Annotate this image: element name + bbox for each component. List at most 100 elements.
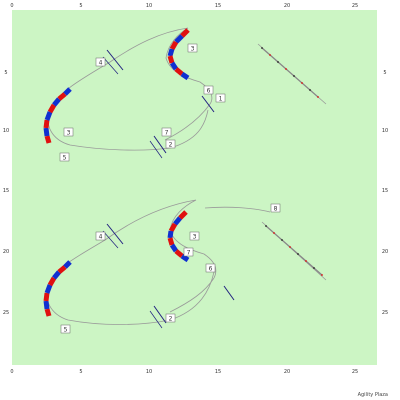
weave-pole — [313, 267, 315, 269]
weave-pole — [301, 82, 303, 84]
weave-pole — [269, 54, 271, 56]
weave-segment — [309, 89, 319, 98]
x-tick: 10 — [146, 369, 152, 375]
weave-segment — [43, 127, 50, 137]
number-card: 8 — [270, 203, 281, 213]
weave-segment — [293, 75, 303, 84]
course-top: 4 3 1 6 7 2 5 3 — [43, 27, 327, 162]
x-tick: 0 — [10, 3, 13, 9]
weave-segment — [174, 34, 184, 44]
weave-segment — [43, 119, 50, 129]
number-card: 5 — [60, 324, 71, 334]
y-tick: 5 — [4, 70, 7, 76]
y-tick: 5 — [383, 70, 386, 76]
weave-segment — [301, 82, 311, 91]
svg-text:7: 7 — [187, 250, 191, 257]
number-card: 5 — [59, 152, 70, 162]
weave-pole — [289, 246, 291, 248]
number-card: 3 — [189, 231, 200, 241]
x-tick: 25 — [352, 3, 358, 9]
number-card: 1 — [215, 93, 226, 103]
brand-label: Agility Plaza — [358, 392, 388, 398]
weave-segment — [167, 48, 175, 57]
jump — [223, 285, 235, 301]
svg-text:2: 2 — [169, 142, 173, 149]
weave-segment — [57, 92, 67, 101]
weave-segment — [44, 284, 53, 294]
y-tick: 10 — [3, 128, 9, 134]
number-card: 7 — [183, 247, 194, 257]
number-card: 2 — [165, 313, 176, 323]
x-tick: 0 — [10, 369, 13, 375]
left-axis: 5 10 15 20 25 — [3, 70, 9, 316]
x-tick: 5 — [79, 369, 82, 375]
weave-pole — [297, 253, 299, 255]
weave-pole — [293, 75, 295, 77]
weave-segment — [297, 253, 307, 262]
weave-segment — [43, 292, 50, 302]
weave-pole — [277, 61, 279, 63]
weave-segment — [277, 61, 287, 70]
x-tick: 5 — [79, 3, 82, 9]
weave-segment — [261, 47, 271, 56]
svg-text:7: 7 — [165, 130, 169, 137]
y-tick: 20 — [3, 249, 9, 255]
weave-segment — [63, 260, 72, 269]
number-card: 6 — [203, 85, 214, 95]
jump — [149, 305, 167, 329]
x-tick: 15 — [215, 3, 221, 9]
number-card: 3 — [63, 127, 74, 137]
weave-segment — [169, 61, 179, 71]
weave-segment — [173, 216, 182, 226]
dog-path — [169, 277, 215, 313]
weave-segment — [52, 270, 61, 280]
svg-text:8: 8 — [274, 206, 278, 213]
right-axis: 5 10 15 20 25 — [382, 70, 388, 316]
svg-text:5: 5 — [64, 327, 68, 334]
svg-text:2: 2 — [169, 316, 173, 323]
x-tick: 10 — [146, 3, 152, 9]
jump — [102, 49, 124, 75]
dog-path — [204, 206, 271, 213]
weave-poles — [43, 87, 72, 144]
weave-segment — [169, 40, 179, 51]
bottom-axis: 0 5 10 15 20 25 — [10, 369, 358, 375]
weave-pole — [305, 260, 307, 262]
weave-pole — [309, 89, 311, 91]
number-card: 4 — [95, 57, 106, 67]
number-card: 7 — [161, 127, 172, 137]
svg-text:3: 3 — [67, 130, 71, 137]
jump — [201, 95, 215, 113]
weave-segment — [47, 103, 57, 114]
weave-segment — [167, 230, 174, 239]
weave-segment — [174, 249, 184, 258]
svg-text:6: 6 — [209, 266, 213, 273]
x-tick: 15 — [215, 369, 221, 375]
course-bottom: 4 3 6 7 8 2 5 — [43, 199, 327, 334]
y-tick: 25 — [3, 310, 9, 316]
weave-segment — [169, 243, 179, 253]
weave-poles — [167, 28, 190, 81]
weave-segment — [305, 260, 315, 269]
weave-segment — [44, 111, 53, 121]
top-axis: 0 5 10 15 20 25 — [10, 3, 358, 9]
weave-segment — [265, 225, 275, 234]
svg-text:3: 3 — [193, 234, 197, 241]
svg-text:1: 1 — [219, 96, 223, 103]
weave-segment — [273, 232, 283, 241]
weave-pole — [317, 96, 319, 98]
x-tick: 20 — [284, 369, 290, 375]
weave-poles-straight — [265, 225, 323, 276]
weave-segment — [44, 308, 52, 317]
weave-segment — [178, 210, 188, 220]
weave-poles-straight — [261, 47, 319, 98]
weave-poles — [43, 260, 72, 317]
svg-text:4: 4 — [99, 234, 103, 241]
weave-pole — [281, 239, 283, 241]
weave-segment — [313, 267, 323, 276]
weave-segment — [167, 55, 175, 64]
ring-ground — [12, 10, 377, 365]
svg-text:3: 3 — [191, 46, 195, 53]
weave-segment — [43, 300, 50, 310]
